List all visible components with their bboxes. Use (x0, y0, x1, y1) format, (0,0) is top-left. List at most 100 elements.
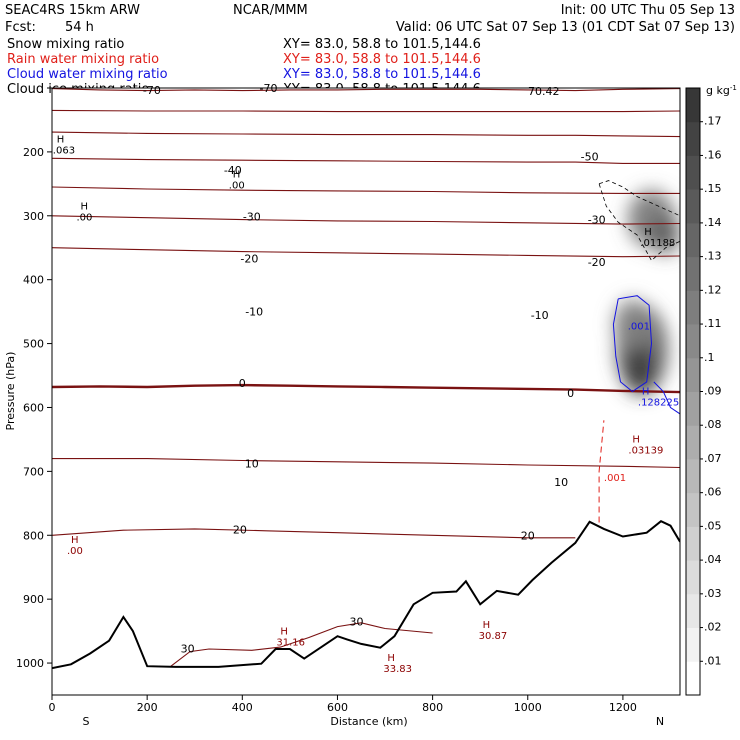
cloud-water-contour (612, 295, 653, 393)
rain-contour (598, 420, 605, 523)
colorbar-cell (686, 661, 700, 696)
colorbar-cell (686, 425, 700, 460)
max-value: .063 (53, 145, 75, 156)
legend-field-xy: XY= 83.0, 58.8 to 101.5,144.6 (283, 52, 481, 67)
colorbar-cell (686, 121, 700, 156)
legend-field-name: Snow mixing ratio (7, 37, 124, 52)
colorbar-tick-label: .09 (704, 385, 722, 398)
isotherm-label: -20 (588, 256, 606, 269)
colorbar-tick-label: .17 (704, 115, 722, 128)
colorbar-cell (686, 492, 700, 527)
colorbar-tick-label: .04 (704, 553, 722, 566)
max-value: .00 (67, 546, 83, 557)
snow-contour (598, 183, 680, 262)
max-marker: H (483, 620, 491, 631)
max-marker: H (387, 653, 395, 664)
max-marker: H (644, 227, 652, 238)
fcst-label: Fcst: (5, 20, 36, 35)
contour-value-label: .001 (604, 473, 626, 484)
isotherm-label: -40 (224, 164, 242, 177)
colorbar-cell (686, 526, 700, 561)
legend-field-xy: XY= 83.0, 58.8 to 101.5,144.6 (283, 37, 481, 52)
colorbar-tick-label: .08 (704, 418, 722, 431)
cloud-water-contour (653, 381, 680, 415)
colorbar-cell (686, 357, 700, 392)
colorbar-cell (686, 88, 700, 123)
colorbar-cell (686, 324, 700, 359)
y-axis-label: Pressure (hPa) (4, 352, 17, 431)
y-tick-label: 500 (23, 338, 44, 351)
isotherm-label: 10 (554, 476, 568, 489)
max-marker: H (81, 201, 89, 212)
colorbar-tick-label: .11 (704, 317, 722, 330)
max-value: 30.87 (479, 631, 508, 642)
isotherm-line (52, 131, 680, 138)
isotherm-label: -30 (243, 210, 261, 223)
max-marker: H (71, 535, 79, 546)
axes: 0 200 400 600 800 1000 12002003004005006007008… (16, 87, 637, 714)
colorbar-cell (686, 560, 700, 595)
colorbar-cell (686, 222, 700, 258)
colorbar-tick-label: .03 (704, 587, 722, 600)
legend-field-xy: XY= 83.0, 58.8 to 101.5,144.6 (283, 67, 481, 82)
model-title: SEAC4RS 15km ARW (5, 3, 140, 18)
colorbar-cell (686, 391, 700, 426)
valid-time: Valid: 06 UTC Sat 07 Sep 13 (01 CDT Sat … (396, 20, 735, 35)
colorbar-tick-label: .16 (704, 148, 722, 161)
max-marker: H (642, 387, 650, 398)
x-end-label-right: N (656, 715, 664, 728)
isotherm-line (52, 215, 680, 225)
colorbar-tick-label: .05 (704, 519, 722, 532)
isotherm-label: 0 (567, 387, 574, 400)
isotherm-line (52, 383, 680, 394)
max-value: .00 (229, 181, 245, 192)
max-value: .00 (77, 212, 93, 223)
isotherm-line (52, 458, 680, 469)
max-value: .01188 (640, 238, 675, 249)
x-tick-label: 600 (327, 701, 348, 714)
isotherm-label: -50 (581, 150, 599, 163)
x-tick-label: 800 (422, 701, 443, 714)
colorbar-tick-label: .07 (704, 452, 722, 465)
legend-field-name: Rain water mixing ratio (7, 52, 159, 67)
y-tick-label: 600 (23, 402, 44, 415)
isotherm-label: -30 (588, 214, 606, 227)
colorbar-tick-label: .01 (704, 654, 722, 667)
y-tick-label: 300 (23, 210, 44, 223)
init-time: Init: 00 UTC Thu 05 Sep 13 (561, 3, 735, 18)
max-marker: H (280, 626, 288, 637)
x-tick-label: 400 (232, 701, 253, 714)
terrain-path (52, 520, 680, 670)
colorbar: .01 .02 .03 .04 .05 .06 .07 .08 .09 .1 .11 .12 .13 .1… (685, 87, 722, 696)
legend-field-name: Cloud water mixing ratio (7, 67, 168, 82)
colorbar-tick-label: .14 (704, 216, 722, 229)
x-tick-label: 1200 (609, 701, 637, 714)
isotherm-label: -10 (245, 306, 263, 319)
center-label: NCAR/MMM (233, 3, 308, 18)
max-value: 31.16 (276, 637, 305, 648)
isotherm-label: 20 (233, 524, 247, 537)
colorbar-tick-label: .15 (704, 182, 722, 195)
contour-value-label: .001 (628, 322, 650, 333)
isotherm-label: 0 (239, 377, 246, 390)
max-value: 33.83 (383, 664, 412, 675)
max-value: .128225 (638, 398, 679, 409)
colorbar-tick-label: .12 (704, 283, 722, 296)
colorbar-cell (686, 593, 700, 628)
max-marker: H (632, 435, 640, 446)
colorbar-cell (686, 458, 700, 494)
colorbar-tick-label: .1 (704, 351, 715, 364)
colorbar-unit: g kg-1 (706, 84, 737, 97)
temperature-isotherms (52, 88, 680, 667)
x-end-label-left: S (83, 715, 90, 728)
isotherm-label: 20 (521, 529, 535, 542)
top-right-value: 70.42 (528, 85, 560, 98)
y-tick-label: 400 (23, 274, 44, 287)
x-tick-label: 0 (49, 701, 56, 714)
isotherm-line (52, 109, 680, 113)
x-axis-label: Distance (km) (330, 715, 407, 728)
isotherm-line (52, 186, 680, 194)
hydrometeor-contours (598, 180, 680, 523)
